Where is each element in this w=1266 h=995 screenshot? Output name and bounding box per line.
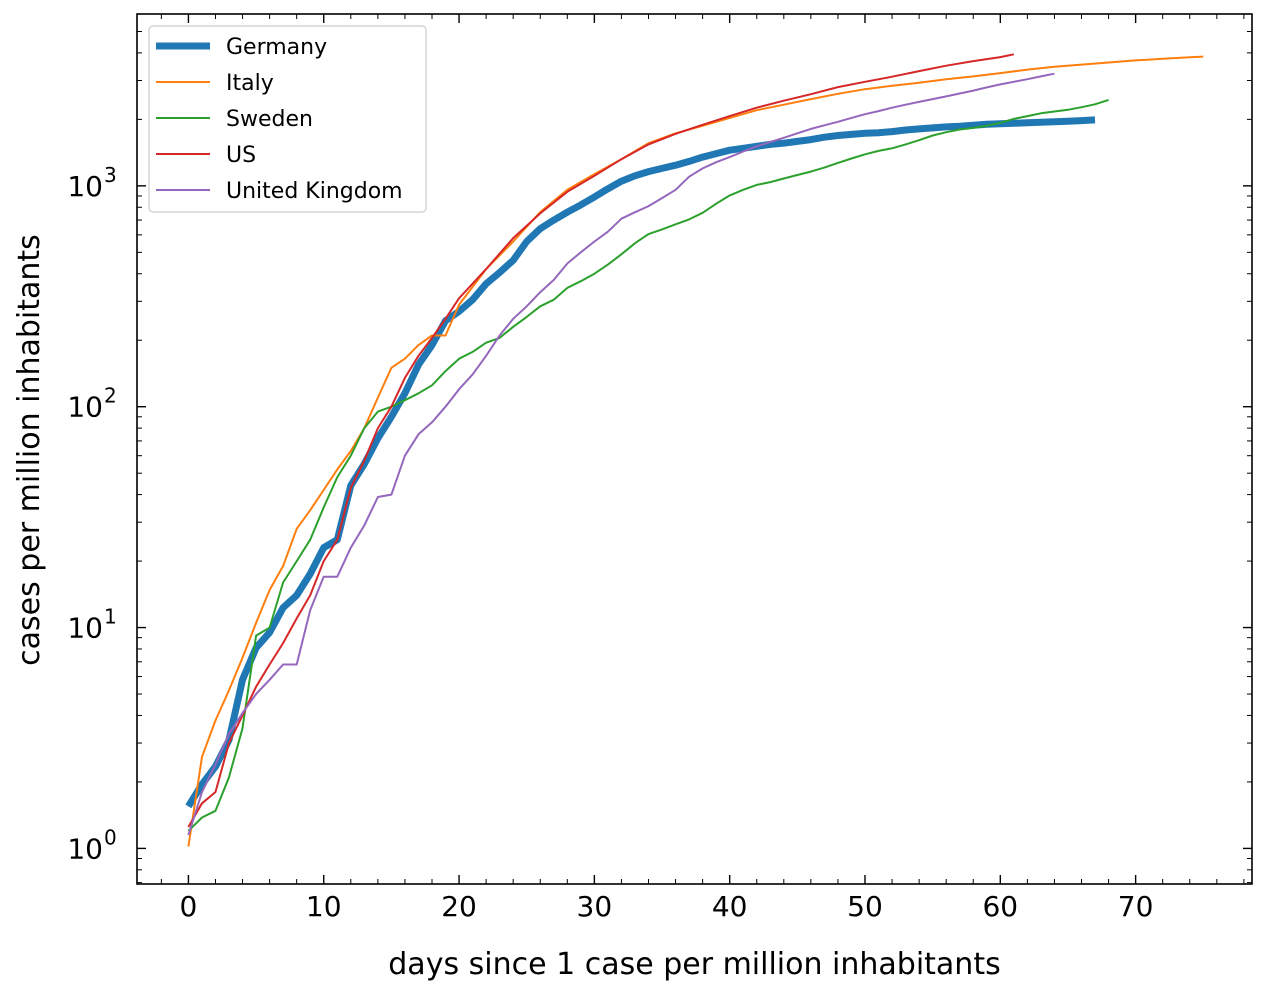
x-tick-label: 70 <box>1118 890 1154 923</box>
legend-label-germany: Germany <box>226 35 327 60</box>
x-tick-label: 0 <box>180 890 198 923</box>
y-tick-label: 10 <box>67 612 103 645</box>
y-tick-label-exponent: 3 <box>104 163 117 187</box>
legend: Germany Italy Sweden US United Kingdom <box>148 25 427 213</box>
series-line-us <box>187 53 1015 828</box>
x-tick-label: 50 <box>847 890 883 923</box>
plot-frame <box>136 13 1253 885</box>
x-axis-label: days since 1 case per million inhabitant… <box>388 947 1000 982</box>
y-tick-label: 10 <box>67 391 103 424</box>
y-tick-label: 10 <box>67 170 103 203</box>
y-axis-label: cases per million inhabitants <box>12 234 47 666</box>
series-line-united-kingdom <box>187 72 1055 836</box>
legend-label-united-kingdom: United Kingdom <box>226 179 403 204</box>
x-tick-label: 30 <box>577 890 613 923</box>
legend-label-italy: Italy <box>226 71 274 96</box>
legend-label-us: US <box>226 143 256 168</box>
series-line-italy <box>187 55 1204 847</box>
legend-label-sweden: Sweden <box>226 107 313 132</box>
x-tick-label: 20 <box>441 890 477 923</box>
y-tick-label-exponent: 0 <box>104 825 117 849</box>
y-tick-label-exponent: 2 <box>104 384 117 408</box>
legend-box <box>148 25 427 213</box>
series-line-sweden <box>187 98 1109 832</box>
x-tick-label: 60 <box>982 890 1018 923</box>
y-tick-label-exponent: 1 <box>104 605 117 629</box>
x-tick-label: 40 <box>712 890 748 923</box>
series-layer <box>185 53 1204 847</box>
x-tick-label: 10 <box>306 890 342 923</box>
y-tick-label: 10 <box>67 832 103 865</box>
